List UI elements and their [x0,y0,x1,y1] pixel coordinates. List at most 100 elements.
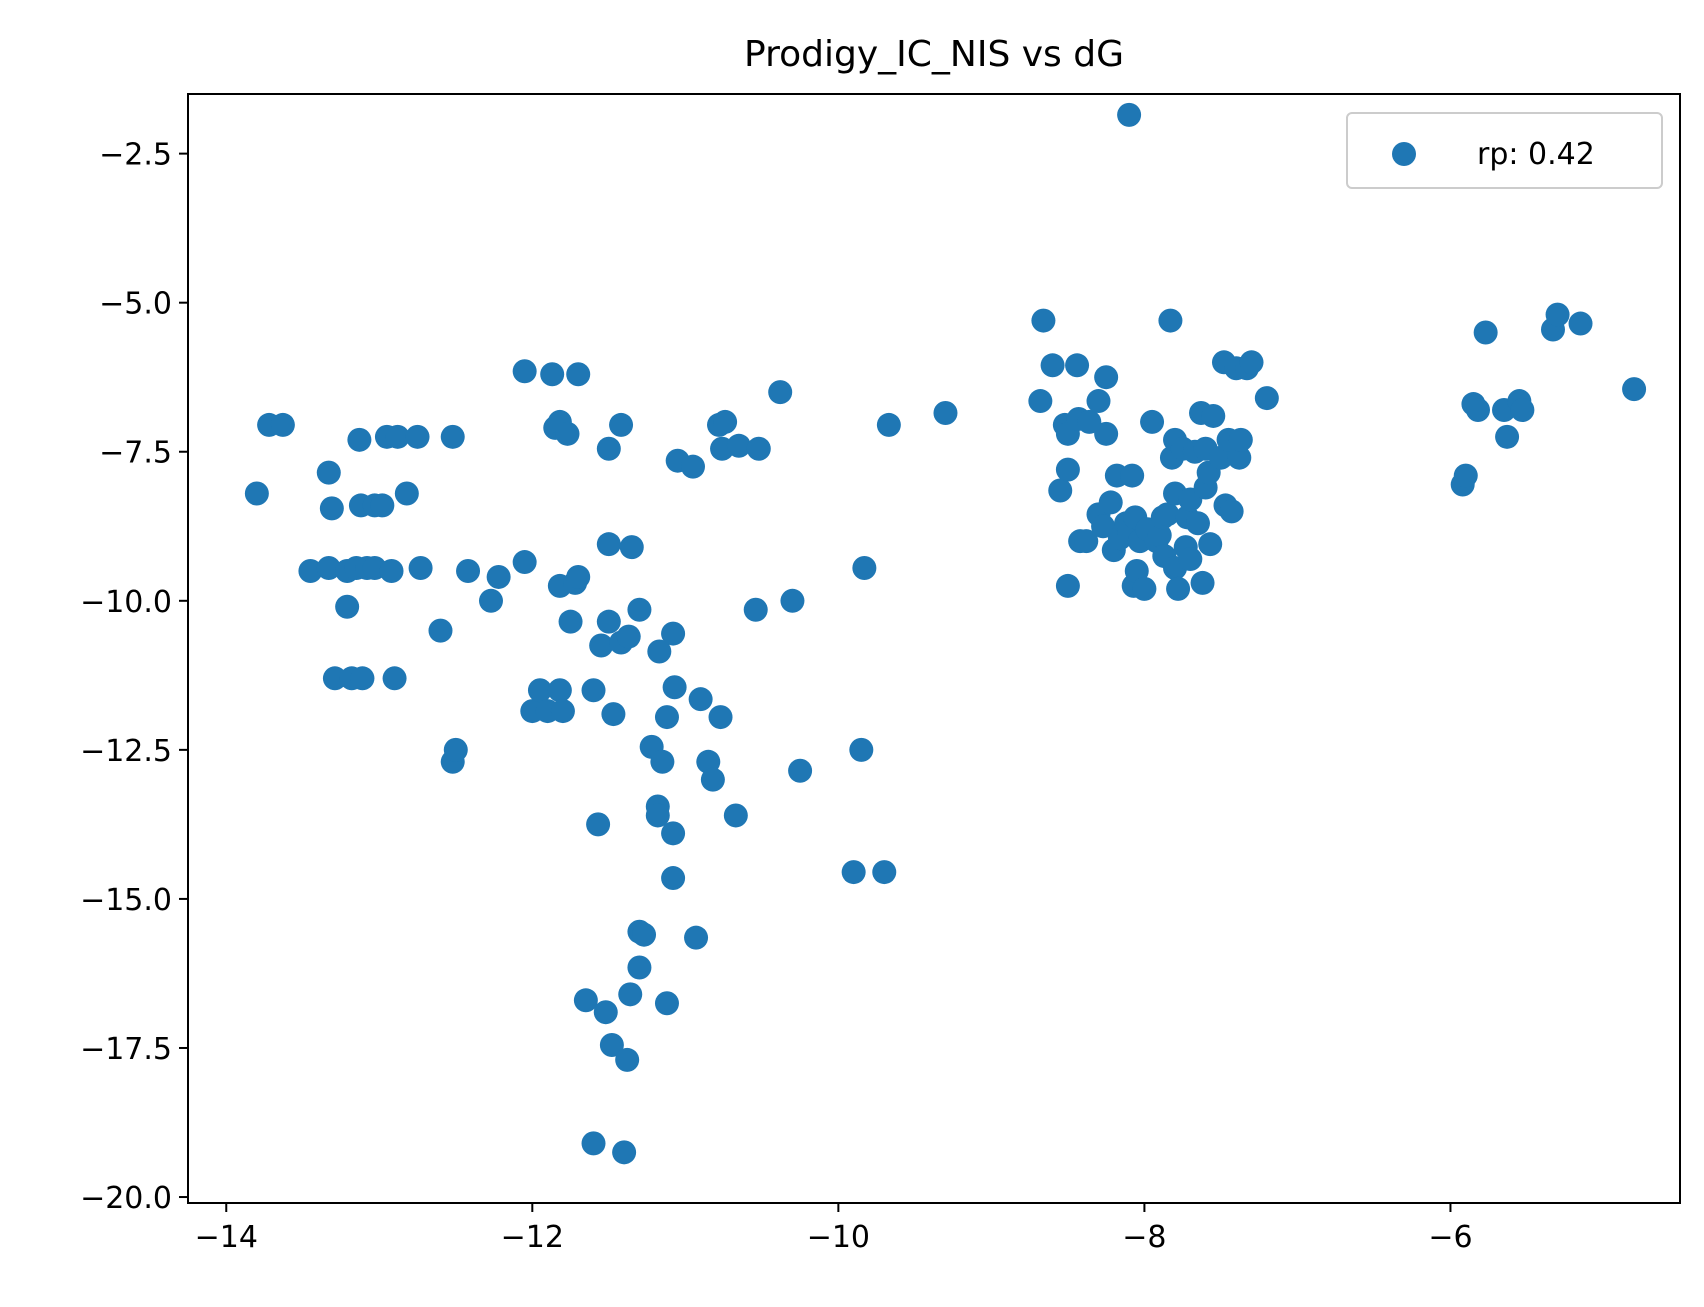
data-point [852,556,877,581]
x-axis: −14 −12 −10 −8 −6 [195,1203,1473,1255]
data-point [440,424,465,449]
data-point [1178,547,1203,572]
data-point [1510,398,1535,423]
data-point [1545,302,1570,327]
data-point [456,558,481,583]
data-point [788,758,813,783]
data-point [512,550,537,575]
data-point [1086,389,1111,414]
data-point [1254,386,1279,411]
data-point [746,436,771,461]
data-point [1239,350,1264,375]
data-point [1198,532,1223,557]
data-point [1158,308,1183,333]
legend-box [1346,112,1663,189]
data-point [1094,421,1119,446]
data-point [647,639,672,664]
data-point [596,436,621,461]
data-point [841,860,866,885]
data-point [1466,398,1491,423]
data-point [1120,463,1145,488]
data-point [593,1000,618,1025]
data-point [316,556,341,581]
data-point [726,433,751,458]
data-point [428,618,453,643]
data-point [555,421,580,446]
data-point [616,624,641,649]
data-point [322,666,347,691]
legend-marker [1392,142,1416,166]
data-point [872,860,897,885]
data-point [1048,478,1073,503]
data-point [347,427,372,452]
points-layer [244,102,1647,1165]
data-point [350,666,375,691]
data-point [298,558,323,583]
data-point [849,737,874,762]
data-point [589,633,614,658]
data-point [394,481,419,506]
data-point [615,1047,640,1072]
data-point [478,588,503,613]
data-point [680,454,705,479]
y-tick-label: −15.0 [80,883,172,918]
data-point [618,982,643,1007]
data-point [586,812,611,837]
data-point [1201,403,1226,428]
data-point [1155,502,1180,527]
data-point [619,535,644,560]
data-point [1031,308,1056,333]
data-point [1091,514,1116,539]
data-point [596,609,621,634]
y-tick-label: −17.5 [80,1032,172,1067]
x-tick-label: −10 [807,1220,870,1255]
data-point [1473,320,1498,345]
data-point [1040,353,1065,378]
data-point [443,737,468,762]
data-point [581,678,606,703]
data-point [1124,558,1149,583]
data-point [1098,490,1123,515]
data-point [1185,511,1210,536]
legend: rp: 0.42 [1346,112,1663,189]
data-point [708,705,733,730]
y-tick-label: −20.0 [80,1181,172,1216]
data-point [700,767,725,792]
y-tick-label: −10.0 [80,585,172,620]
data-point [244,481,269,506]
data-point [1028,389,1053,414]
x-tick-label: −8 [1122,1220,1166,1255]
data-point [1219,499,1244,524]
data-point [627,597,652,622]
data-point [684,925,709,950]
data-point [385,424,410,449]
data-point [270,412,295,437]
data-point [876,412,901,437]
data-point [780,588,805,613]
data-point [768,380,793,405]
data-point [596,532,621,557]
legend-label: rp: 0.42 [1477,137,1595,172]
data-point [550,699,575,724]
data-point [573,988,598,1013]
data-point [1094,365,1119,390]
data-point [379,558,404,583]
data-point [370,493,395,518]
data-point [662,675,687,700]
x-tick-label: −6 [1428,1220,1472,1255]
data-point [713,409,738,434]
data-point [405,424,430,449]
data-point [335,594,360,619]
data-point [654,705,679,730]
data-point [1166,576,1191,601]
data-point [1077,409,1102,434]
data-point [661,866,686,891]
data-point [612,1140,637,1165]
data-point [581,1131,606,1156]
data-point [661,621,686,646]
data-point [599,1033,624,1057]
data-point [540,362,565,387]
data-point [1140,409,1165,434]
